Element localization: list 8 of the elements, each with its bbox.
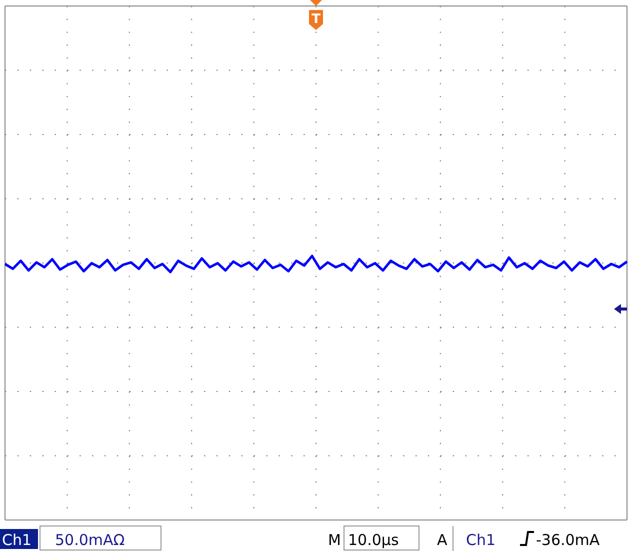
text: A — [437, 531, 448, 549]
text: 10.0µs — [348, 531, 399, 549]
text: Ch1 — [466, 531, 496, 549]
text: 50.0mAΩ — [55, 531, 125, 549]
text: -36.0mA — [536, 531, 600, 549]
text: Ch1 — [2, 531, 32, 549]
text: T — [312, 12, 321, 27]
text: M — [328, 531, 341, 549]
